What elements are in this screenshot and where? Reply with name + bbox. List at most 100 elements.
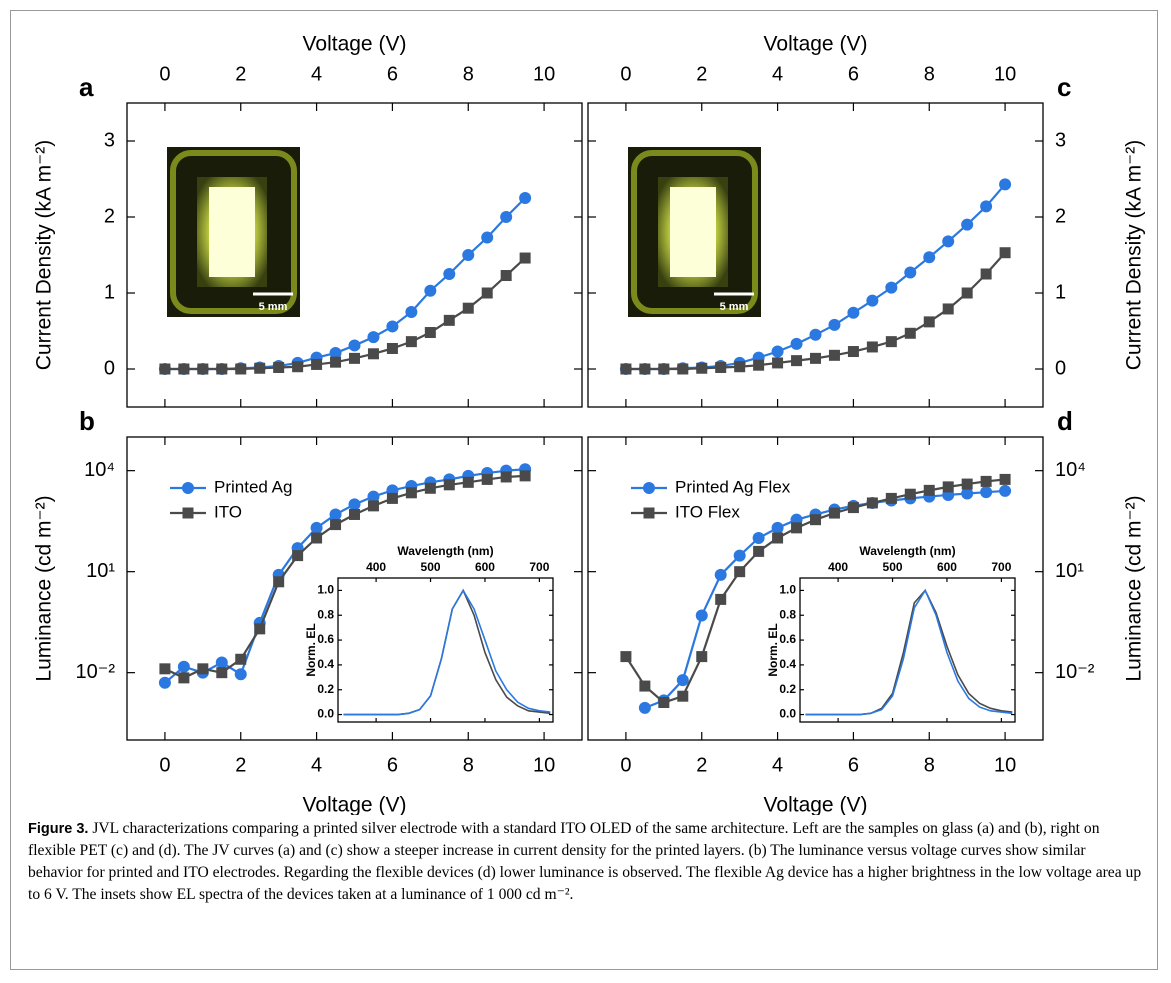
point (696, 362, 708, 374)
point (158, 676, 171, 689)
point (923, 316, 935, 328)
y-tick-label: 0.2 (317, 682, 334, 696)
point (942, 481, 954, 493)
point (980, 268, 992, 280)
point (235, 363, 247, 375)
point (159, 363, 171, 375)
point (215, 656, 228, 669)
x-tick-label: 2 (696, 63, 707, 85)
y-axis-label: Norm. EL (304, 623, 318, 676)
point (771, 345, 784, 358)
y-tick-label: 10⁴ (84, 459, 115, 481)
point (828, 507, 840, 519)
point (923, 484, 935, 496)
point (753, 545, 765, 557)
point (734, 361, 746, 373)
x-tick-label: 400 (828, 560, 848, 574)
point (424, 284, 437, 297)
point (349, 508, 360, 520)
x-tick-label: 6 (848, 63, 859, 85)
point (828, 349, 840, 361)
point (695, 609, 708, 622)
x-tick-label: 10 (533, 63, 555, 85)
x-axis-label: Wavelength (nm) (397, 544, 493, 558)
scale-bar-label: 5 mm (259, 301, 288, 313)
point (942, 303, 954, 315)
x-tick-label: 4 (311, 754, 322, 776)
legend-label: Printed Ag Flex (675, 477, 791, 496)
y-axis-label: Norm. EL (766, 623, 780, 676)
panel-label: d (1057, 406, 1073, 436)
legend-label: Printed Ag (214, 477, 292, 496)
point (329, 508, 342, 521)
point (980, 475, 992, 487)
plot-area (337, 577, 554, 723)
point (500, 471, 512, 483)
plot-area (799, 577, 1016, 723)
point (386, 342, 398, 354)
point (791, 355, 803, 367)
point (620, 651, 632, 663)
point (292, 550, 304, 562)
panel-label: c (1057, 72, 1071, 102)
legend-label: ITO (214, 502, 242, 521)
x-axis-label: Voltage (V) (764, 33, 868, 56)
point (310, 521, 323, 534)
point (348, 339, 361, 352)
point (443, 268, 456, 280)
y-tick-label: 0 (104, 357, 115, 379)
x-tick-label: 6 (387, 63, 398, 85)
x-tick-label: 8 (924, 63, 935, 85)
point (753, 359, 765, 371)
point (367, 490, 380, 503)
point (961, 478, 973, 490)
point (638, 701, 651, 714)
point (311, 358, 323, 370)
point (810, 514, 821, 526)
y-tick-label: 1.0 (779, 583, 796, 597)
device-frame (631, 150, 758, 314)
point (885, 281, 898, 294)
x-tick-label: 4 (772, 754, 783, 776)
legend-marker (182, 507, 194, 519)
legend-label: ITO Flex (675, 502, 740, 521)
x-tick-label: 0 (159, 754, 170, 776)
y-tick-label: 0.6 (779, 632, 796, 646)
point (866, 497, 878, 509)
point (866, 341, 878, 353)
figure-frame (10, 10, 1158, 970)
x-tick-label: 10 (994, 754, 1016, 776)
point (904, 488, 916, 500)
point (715, 361, 727, 373)
point (424, 482, 436, 494)
x-tick-label: 500 (883, 560, 903, 574)
point (961, 218, 974, 231)
point (658, 696, 670, 708)
point (424, 327, 436, 339)
point (330, 356, 342, 368)
legend-marker (182, 482, 194, 494)
point (980, 200, 993, 213)
scale-bar-label: 5 mm (720, 301, 749, 313)
point (733, 549, 746, 562)
point (519, 252, 531, 264)
point (462, 302, 474, 314)
point (216, 363, 228, 375)
point (677, 690, 689, 702)
panel-label: a (79, 72, 94, 102)
x-tick-label: 700 (991, 560, 1011, 574)
x-tick-label: 0 (620, 754, 631, 776)
point (367, 331, 380, 344)
point (980, 486, 993, 499)
point (500, 270, 512, 282)
x-tick-label: 4 (772, 63, 783, 85)
point (639, 363, 651, 375)
point (790, 337, 803, 350)
x-tick-label: 6 (848, 754, 859, 776)
y-tick-label: 0.8 (779, 607, 796, 621)
y-tick-label: 1.0 (317, 583, 334, 597)
point (367, 348, 379, 360)
point (791, 522, 803, 534)
y-axis-label: Current Density (kA m⁻²) (1123, 140, 1146, 370)
